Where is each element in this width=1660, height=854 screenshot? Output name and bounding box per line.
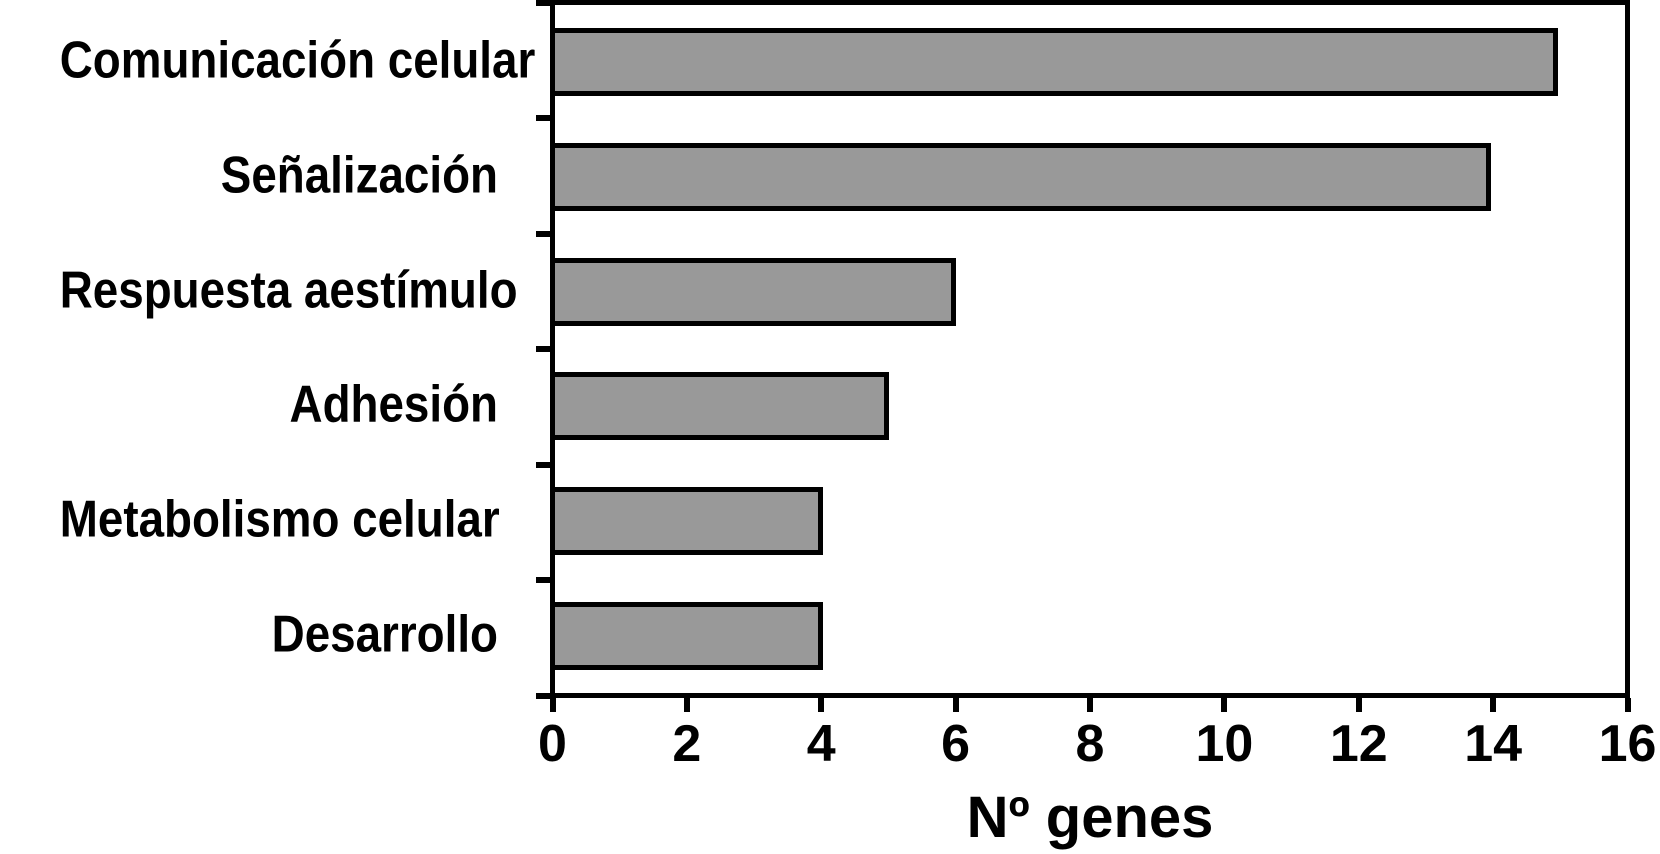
- bar-adhesi-n: [555, 372, 890, 441]
- category-label: Señalización: [220, 146, 499, 205]
- x-tick-label: 2: [672, 715, 702, 773]
- x-tick-label: 12: [1329, 715, 1388, 773]
- x-tick-label: 0: [538, 715, 567, 773]
- y-tick: [536, 230, 550, 237]
- y-tick: [536, 692, 550, 699]
- bar-metabolismo-celular: [555, 487, 823, 555]
- bar-se-alizaci-n: [555, 143, 1492, 211]
- category-label: Metabolismo celular: [59, 490, 500, 549]
- x-tick: [1490, 698, 1497, 712]
- y-tick: [536, 461, 550, 468]
- bar-desarrollo: [555, 601, 823, 670]
- category-label: Comunicación celular: [59, 31, 536, 90]
- bar-respuesta-aest-mulo: [555, 257, 957, 326]
- y-tick: [536, 577, 550, 583]
- x-tick-label: 8: [1075, 715, 1105, 773]
- x-tick: [1624, 698, 1631, 712]
- x-tick: [1355, 698, 1362, 712]
- x-tick: [1087, 698, 1093, 712]
- x-tick-label: 16: [1598, 715, 1657, 773]
- y-tick: [536, 115, 550, 121]
- x-tick-label: 4: [806, 715, 836, 773]
- category-label: Adhesión: [289, 375, 498, 434]
- category-label: Desarrollo: [271, 604, 498, 663]
- bar-comunicaci-n-celular: [555, 28, 1559, 97]
- x-tick: [683, 698, 690, 712]
- plot-area: [550, 0, 1630, 698]
- x-tick: [1221, 698, 1228, 712]
- y-tick: [536, 0, 550, 6]
- x-tick: [818, 698, 825, 712]
- x-tick-label: 6: [941, 715, 971, 773]
- x-tick: [549, 698, 556, 712]
- x-tick-label: 14: [1464, 715, 1523, 773]
- x-axis-title: Nº genes: [966, 785, 1214, 850]
- y-tick: [536, 346, 550, 352]
- category-label: Respuesta aestímulo: [59, 260, 518, 319]
- x-tick: [952, 698, 959, 712]
- x-tick-label: 10: [1195, 715, 1254, 773]
